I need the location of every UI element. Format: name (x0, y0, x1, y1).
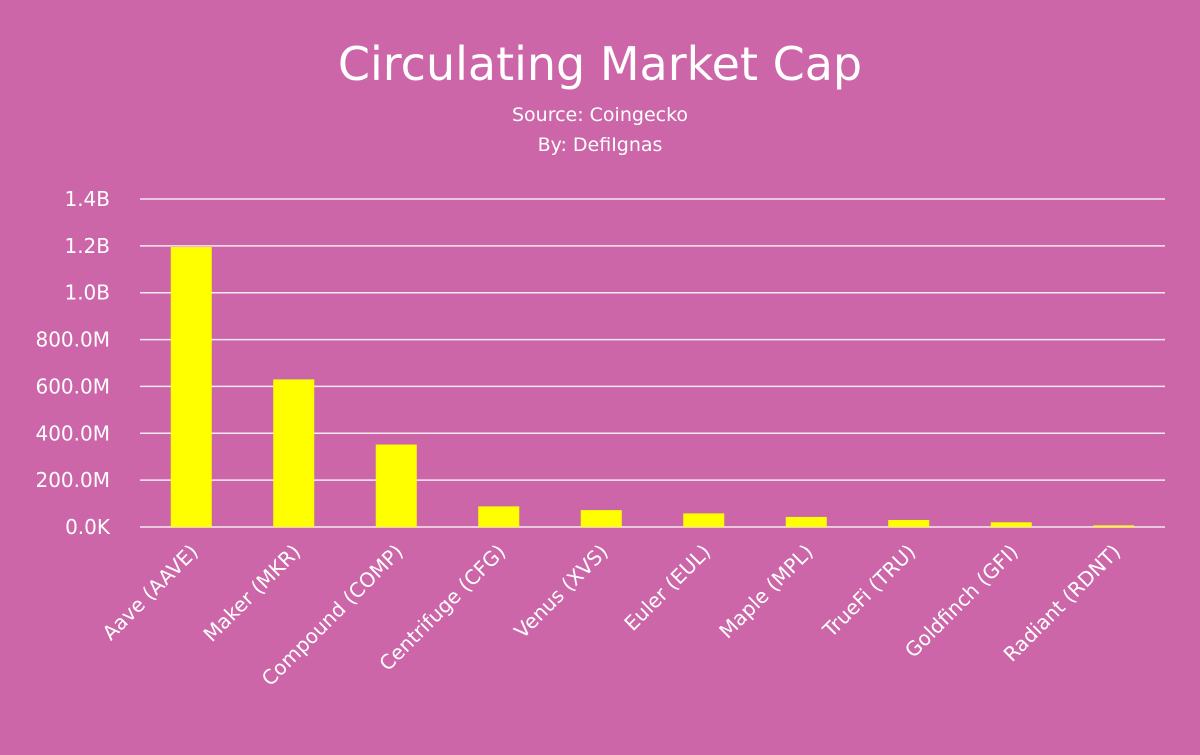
y-tick-label: 800.0M (35, 328, 110, 352)
bars (170, 247, 1135, 527)
bar (888, 519, 930, 527)
x-category-label: TrueFi (TRU) (817, 540, 920, 643)
bar (990, 522, 1032, 527)
y-tick-label: 0.0K (65, 515, 111, 539)
x-axis-labels: Aave (AAVE)Maker (MKR)Compound (COMP)Cen… (97, 540, 1125, 691)
bar (170, 247, 212, 527)
bar (785, 516, 827, 527)
chart-title: Circulating Market Cap (338, 37, 862, 91)
x-category-label: Maker (MKR) (198, 540, 305, 647)
y-axis-ticks: 0.0K 200.0M 400.0M 600.0M 800.0M 1.0B 1.2B 1.4B (35, 187, 110, 539)
y-tick-label: 400.0M (35, 421, 110, 445)
x-category-label: Euler (EUL) (619, 540, 715, 636)
y-tick-label: 1.4B (64, 187, 110, 211)
bar (478, 506, 520, 527)
bar (580, 510, 622, 527)
x-category-label: Venus (XVS) (509, 540, 612, 643)
y-tick-label: 200.0M (35, 468, 110, 492)
chart-subtitle-author: By: DefiIgnas (538, 134, 663, 156)
x-category-label: Aave (AAVE) (97, 540, 202, 645)
bar (375, 444, 417, 527)
y-tick-label: 600.0M (35, 374, 110, 398)
chart-subtitle-source: Source: Coingecko (512, 104, 688, 126)
bar (683, 513, 725, 527)
y-tick-label: 1.2B (64, 234, 110, 258)
x-category-label: Maple (MPL) (714, 540, 818, 644)
bar (1093, 525, 1135, 527)
y-tick-label: 1.0B (64, 281, 110, 305)
bar (273, 379, 315, 527)
